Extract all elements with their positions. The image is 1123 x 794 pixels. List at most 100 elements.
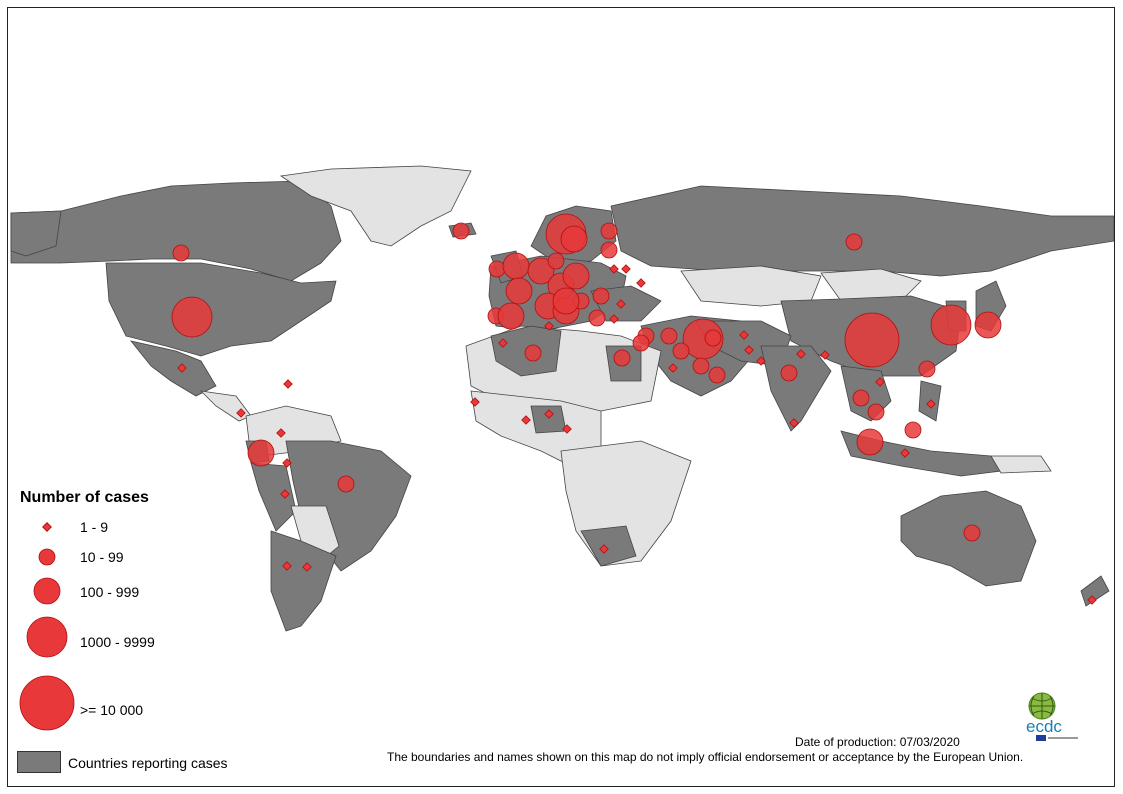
case-marker-circle xyxy=(452,222,470,240)
case-marker-circle xyxy=(672,342,690,360)
case-marker-circle xyxy=(845,233,863,251)
land-south-africa xyxy=(580,525,637,567)
case-marker-diamond xyxy=(302,562,312,572)
case-marker-circle xyxy=(527,257,555,285)
case-marker-diamond xyxy=(739,330,749,340)
case-marker-circle xyxy=(844,312,900,368)
case-marker-circle xyxy=(780,364,798,382)
legend-symbols xyxy=(19,522,75,731)
land-central-america xyxy=(199,390,252,422)
land-chile-argentina xyxy=(270,530,337,632)
land-alaska xyxy=(10,210,62,257)
case-marker-circle xyxy=(856,428,884,456)
land-mongolia xyxy=(820,268,922,302)
case-marker-circle xyxy=(588,309,606,327)
case-marker-diamond xyxy=(282,458,292,468)
case-marker-circle xyxy=(692,357,710,375)
ecdc-globe-logo: ecdc xyxy=(1026,692,1078,741)
case-marker-diamond xyxy=(820,350,830,360)
case-marker-diamond xyxy=(599,544,609,554)
legend-symbol-circle xyxy=(19,675,75,731)
legend-label-10-99: 10 - 99 xyxy=(80,549,124,565)
legend-label-10000-plus: >= 10 000 xyxy=(80,702,144,718)
case-marker-circle xyxy=(867,403,885,421)
case-marker-diamond xyxy=(544,321,554,331)
case-marker-diamond xyxy=(498,338,508,348)
map-frame xyxy=(7,7,1115,787)
case-marker-circle xyxy=(963,524,981,542)
case-marker-diamond xyxy=(789,418,799,428)
case-marker-circle xyxy=(632,334,650,352)
land-india xyxy=(760,345,832,432)
case-marker-circle xyxy=(708,366,726,384)
case-marker-circle xyxy=(337,475,355,493)
case-marker-diamond xyxy=(276,428,286,438)
case-marker-diamond xyxy=(470,397,480,407)
case-marker-circle xyxy=(488,260,506,278)
logo-text: ecdc xyxy=(1026,717,1062,736)
case-marker-diamond xyxy=(280,489,290,499)
case-marker-circle xyxy=(171,296,213,338)
case-marker-circle xyxy=(552,287,580,315)
case-marker-circle xyxy=(547,252,565,270)
case-marker-circle xyxy=(660,327,678,345)
land-mexico xyxy=(129,340,217,397)
logo-caption-line xyxy=(1048,737,1078,739)
case-marker-circle xyxy=(852,389,870,407)
case-marker-diamond xyxy=(756,356,766,366)
legend-symbol-circle xyxy=(26,616,68,658)
land-russia xyxy=(610,185,1114,277)
case-marker-diamond xyxy=(609,264,619,274)
land-peru xyxy=(250,462,297,532)
legend-title: Number of cases xyxy=(20,489,149,506)
case-marker-diamond xyxy=(562,424,572,434)
case-marker-circle xyxy=(172,244,190,262)
case-marker-circle xyxy=(974,311,1002,339)
legend-symbol-diamond xyxy=(42,522,52,532)
land-new-zealand xyxy=(1080,575,1110,607)
case-marker-diamond xyxy=(544,409,554,419)
case-marker-diamond xyxy=(616,299,626,309)
land-papua xyxy=(990,455,1052,474)
case-marker-diamond xyxy=(282,561,292,571)
legend-label-1-9: 1 - 9 xyxy=(80,519,109,535)
case-marker-circle xyxy=(560,225,588,253)
case-marker-circle xyxy=(600,241,618,259)
disclaimer: The boundaries and names shown on this m… xyxy=(387,750,1024,764)
legend-label-100-999: 100 - 999 xyxy=(80,584,140,600)
case-marker-diamond xyxy=(744,345,754,355)
case-marker-diamond xyxy=(1087,595,1097,605)
legend-symbol-circle xyxy=(33,577,61,605)
case-marker-circle xyxy=(918,360,936,378)
case-marker-circle xyxy=(904,421,922,439)
countries-swatch xyxy=(17,751,61,773)
case-marker-diamond xyxy=(875,377,885,387)
case-marker-circle xyxy=(562,262,590,290)
case-marker-diamond xyxy=(636,278,646,288)
case-marker-diamond xyxy=(796,349,806,359)
land-usa xyxy=(105,262,337,357)
production-date: Date of production: 07/03/2020 xyxy=(795,735,960,749)
land-greenland xyxy=(279,165,472,247)
case-marker-diamond xyxy=(177,363,187,373)
case-marker-diamond xyxy=(621,264,631,274)
case-marker-diamond xyxy=(609,314,619,324)
legend-label-1000-9999: 1000 - 9999 xyxy=(80,634,155,650)
case-marker-diamond xyxy=(521,415,531,425)
case-marker-circle xyxy=(704,329,722,347)
case-marker-diamond xyxy=(283,379,293,389)
case-marker-circle xyxy=(524,344,542,362)
case-marker-circle xyxy=(592,287,610,305)
globe-icon xyxy=(1028,692,1056,720)
case-marker-circle xyxy=(497,302,525,330)
case-marker-circle xyxy=(930,304,972,346)
case-marker-circle xyxy=(613,349,631,367)
world-map xyxy=(10,165,1114,731)
case-marker-circle xyxy=(505,277,533,305)
case-symbols xyxy=(171,213,1097,605)
eu-flag-icon xyxy=(1036,735,1046,741)
case-marker-circle xyxy=(247,439,275,467)
countries-reporting-label: Countries reporting cases xyxy=(68,755,228,771)
legend-symbol-circle xyxy=(38,548,56,566)
case-marker-circle xyxy=(600,222,618,240)
